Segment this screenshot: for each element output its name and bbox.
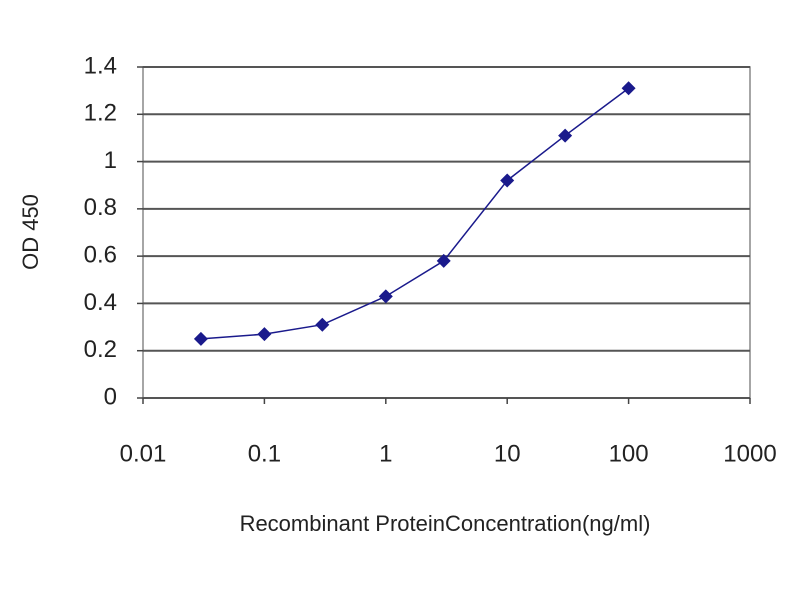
y-tick-label: 0.8 [84,194,117,221]
data-point [193,331,208,346]
y-tick-label: 0.4 [84,289,117,316]
y-tick-label: 0.2 [84,336,117,363]
data-point [500,173,515,188]
data-point [378,289,393,304]
x-axis-label: Recombinant ProteinConcentration(ng/ml) [240,511,651,536]
x-tick-label: 10 [494,440,521,467]
data-line [200,87,630,340]
x-tick-label: 1000 [723,440,776,467]
data-point [436,253,451,268]
plot-area [142,66,751,399]
y-tick-label: 1.2 [84,100,117,127]
x-tick-label: 0.1 [248,440,281,467]
y-tick-label: 1.4 [84,52,117,79]
x-tick-label: 1 [379,440,392,467]
data-point [558,128,573,143]
data-point [257,327,272,342]
data-point [621,81,636,96]
y-axis-label: OD 450 [18,194,43,270]
x-tick-label: 100 [609,440,649,467]
data-point [315,317,330,332]
y-tick-label: 0.6 [84,241,117,268]
y-tick-label: 0 [104,383,117,410]
y-tick-label: 1 [104,147,117,174]
x-tick-label: 0.01 [120,440,167,467]
